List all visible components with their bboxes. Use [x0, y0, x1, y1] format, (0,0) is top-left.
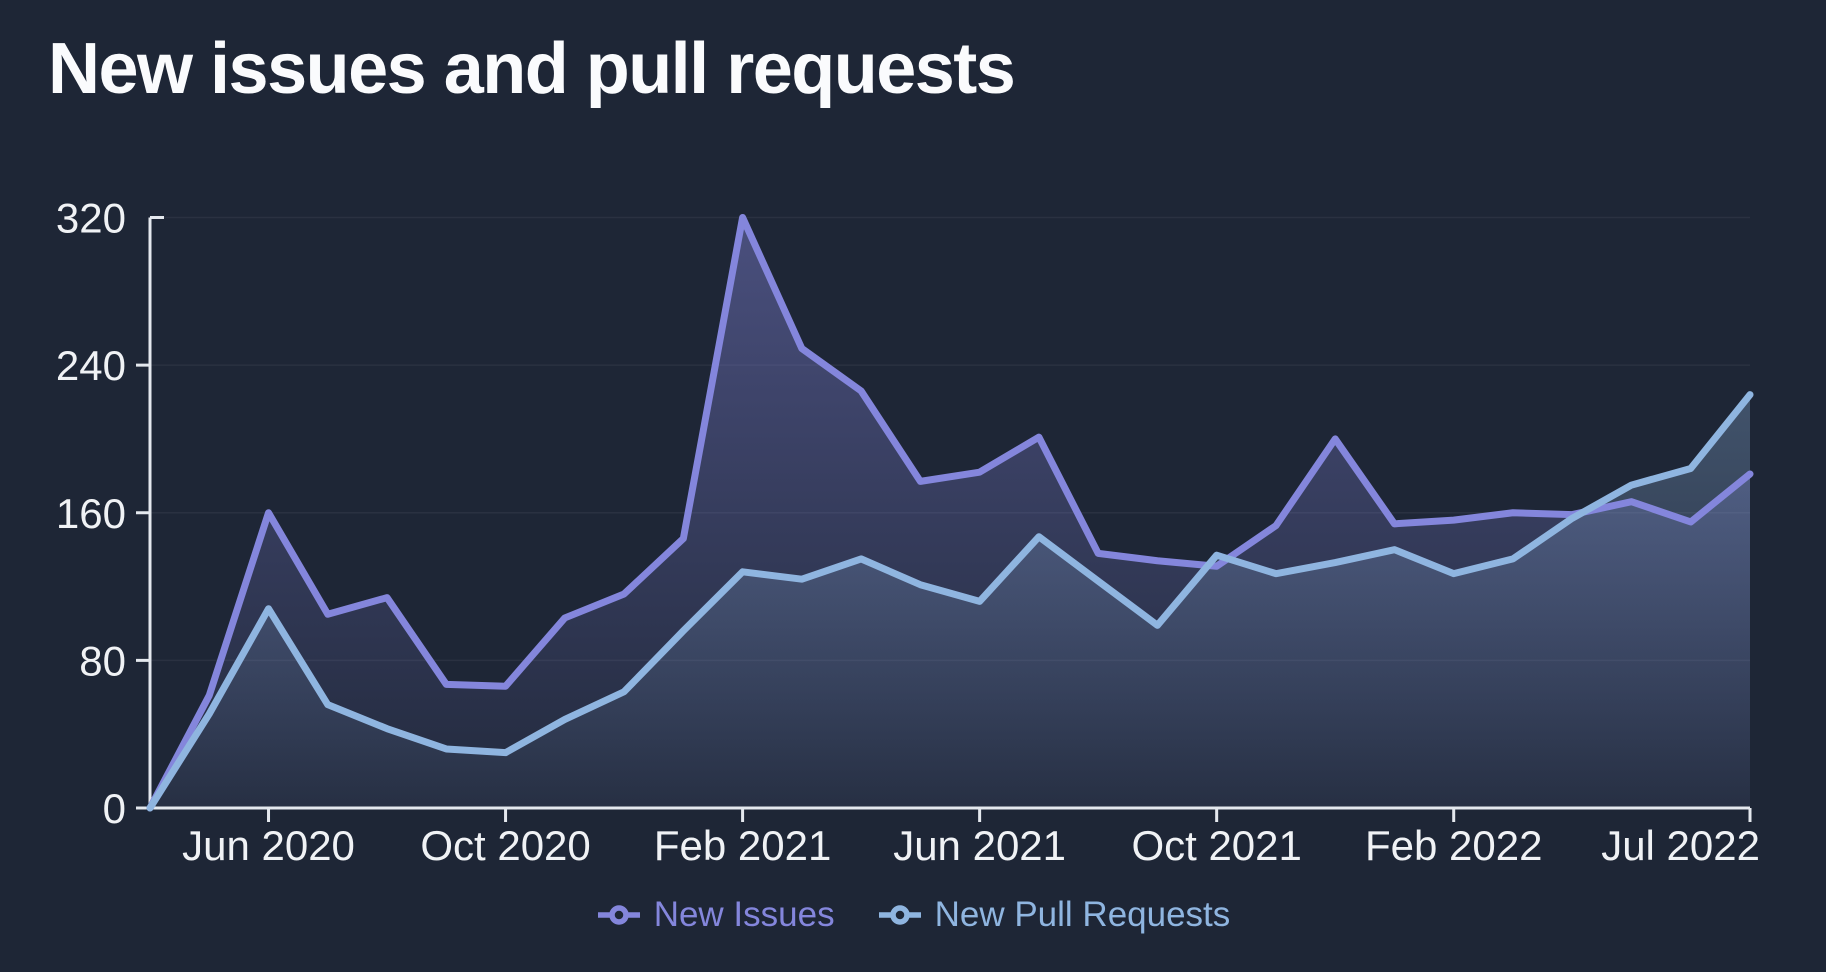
x-axis-label: Oct 2020: [420, 822, 590, 869]
x-axis-label: Jul 2022: [1601, 822, 1760, 869]
x-axis-label: Jun 2021: [893, 822, 1066, 869]
line-new-issues: [146, 214, 1754, 812]
y-axis-label: 320: [56, 195, 126, 242]
legend-label-new-pull-requests: New Pull Requests: [934, 895, 1231, 934]
x-axis-label: Jun 2020: [182, 822, 355, 869]
new-issues-line-marker-icon: [597, 905, 640, 925]
legend-item-new-issues[interactable]: New Issues: [596, 895, 835, 935]
x-axis-label: Oct 2021: [1131, 822, 1301, 869]
y-axis-label: 80: [79, 637, 126, 684]
chart-legend: New Issues New Pull Requests: [0, 895, 1826, 935]
y-axis-label: 160: [56, 490, 126, 537]
chart-title: New issues and pull requests: [48, 29, 1016, 109]
new-pull-requests-line-marker-icon: [878, 905, 921, 925]
y-axis-label: 0: [103, 785, 126, 832]
legend-item-new-pull-requests[interactable]: New Pull Requests: [877, 895, 1231, 935]
line-new-pull-requests: [146, 391, 1754, 812]
x-axis-label: Feb 2022: [1365, 822, 1542, 869]
y-axis-label: 240: [56, 342, 126, 389]
area-new-pull-requests: [150, 394, 1750, 808]
legend-label-new-issues: New Issues: [653, 895, 835, 934]
x-axis-label: Feb 2021: [654, 822, 831, 869]
